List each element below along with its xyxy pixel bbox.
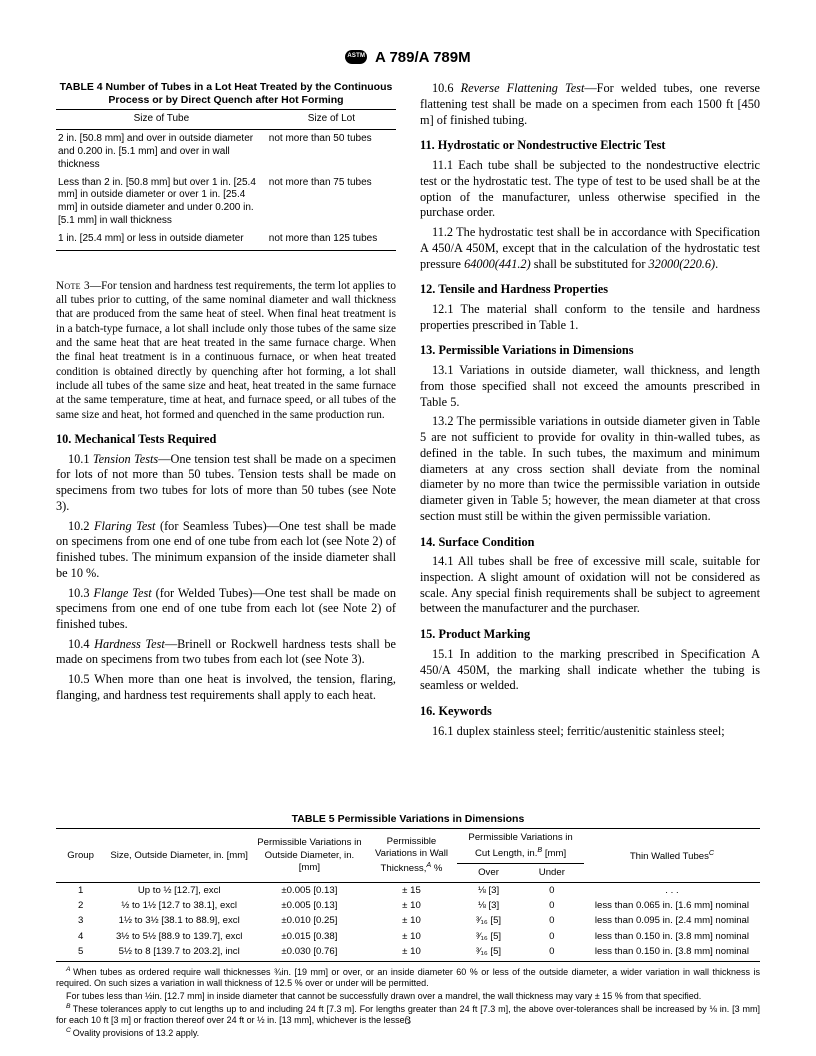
page-number: 3 xyxy=(0,1013,816,1028)
para-10-2: 10.2 Flaring Test (for Seamless Tubes)—O… xyxy=(56,519,396,582)
section-16-title: 16. Keywords xyxy=(420,704,760,720)
para-13-1: 13.1 Variations in outside diameter, wal… xyxy=(420,363,760,410)
footnote-A2: For tubes less than ½in. [12.7 mm] in in… xyxy=(56,991,760,1002)
table5-footnotes: A When tubes as ordered require wall thi… xyxy=(56,966,760,1040)
table5-title: TABLE 5 Permissible Variations in Dimens… xyxy=(56,813,760,826)
t5-head-thin: Thin Walled TubesC xyxy=(584,829,760,883)
para-10-5: 10.5 When more than one heat is involved… xyxy=(56,672,396,703)
section-10-title: 10. Mechanical Tests Required xyxy=(56,432,396,448)
t5-head-wall: Permissible Variations in Wall Thickness… xyxy=(366,829,458,883)
table-row: Less than 2 in. [50.8 mm] but over 1 in.… xyxy=(56,174,396,230)
table-row: 4 3½ to 5½ [88.9 to 139.7], excl ±0.015 … xyxy=(56,929,760,944)
t5-head-cut: Permissible Variations in Cut Length, in… xyxy=(457,829,584,864)
designation: A 789/A 789M xyxy=(375,49,471,66)
table4-head-lot: Size of Lot xyxy=(267,110,396,130)
section-12-title: 12. Tensile and Hardness Properties xyxy=(420,282,760,298)
para-14-1: 14.1 All tubes shall be free of excessiv… xyxy=(420,554,760,617)
para-10-6: 10.6 Reverse Flattening Test—For welded … xyxy=(420,81,760,128)
table5: Group Size, Outside Diameter, in. [mm] P… xyxy=(56,828,760,962)
para-15-1: 15.1 In addition to the marking prescrib… xyxy=(420,647,760,694)
para-12-1: 12.1 The material shall conform to the t… xyxy=(420,302,760,333)
t5-head-group: Group xyxy=(56,829,105,883)
t5-head-over: Over xyxy=(457,864,520,883)
para-13-2: 13.2 The permissible variations in outsi… xyxy=(420,414,760,524)
note3: Note 3—For tension and hardness test req… xyxy=(56,279,396,422)
astm-logo-icon xyxy=(345,50,367,64)
note3-text: —For tension and hardness test requireme… xyxy=(56,280,396,421)
footnote-C: C Ovality provisions of 13.2 apply. xyxy=(56,1027,760,1039)
para-11-1: 11.1 Each tube shall be subjected to the… xyxy=(420,158,760,221)
section-13-title: 13. Permissible Variations in Dimensions xyxy=(420,343,760,359)
table4: Size of Tube Size of Lot 2 in. [50.8 mm]… xyxy=(56,109,396,250)
table-row: 3 1½ to 3½ [38.1 to 88.9], excl ±0.010 [… xyxy=(56,914,760,929)
para-10-3: 10.3 Flange Test (for Welded Tubes)—One … xyxy=(56,586,396,633)
para-16-1: 16.1 duplex stainless steel; ferritic/au… xyxy=(420,724,760,740)
note3-label: Note 3 xyxy=(56,280,90,292)
t5-head-under: Under xyxy=(520,864,584,883)
para-10-1: 10.1 Tension Tests—One tension test shal… xyxy=(56,452,396,515)
table-row: 2 in. [50.8 mm] and over in outside diam… xyxy=(56,130,396,174)
two-column-body: TABLE 4 Number of Tubes in a Lot Heat Tr… xyxy=(56,81,760,801)
section-11-title: 11. Hydrostatic or Nondestructive Electr… xyxy=(420,138,760,154)
section-15-title: 15. Product Marking xyxy=(420,627,760,643)
table5-wrap: TABLE 5 Permissible Variations in Dimens… xyxy=(56,813,760,1039)
para-10-4: 10.4 Hardness Test—Brinell or Rockwell h… xyxy=(56,637,396,668)
footnote-A: A When tubes as ordered require wall thi… xyxy=(56,966,760,990)
table-row: 1 in. [25.4 mm] or less in outside diame… xyxy=(56,230,396,250)
table-row: 1 Up to ½ [12.7], excl ±0.005 [0.13] ± 1… xyxy=(56,883,760,899)
page-header: A 789/A 789M xyxy=(56,48,760,67)
table4-title: TABLE 4 Number of Tubes in a Lot Heat Tr… xyxy=(56,81,396,107)
para-11-2: 11.2 The hydrostatic test shall be in ac… xyxy=(420,225,760,272)
t5-head-size: Size, Outside Diameter, in. [mm] xyxy=(105,829,253,883)
table-row: 2 ½ to 1½ [12.7 to 38.1], excl ±0.005 [0… xyxy=(56,899,760,914)
table-row: 5 5½ to 8 [139.7 to 203.2], incl ±0.030 … xyxy=(56,944,760,961)
table4-head-size: Size of Tube xyxy=(56,110,267,130)
t5-head-od: Permissible Variations in Outside Diamet… xyxy=(253,829,366,883)
section-14-title: 14. Surface Condition xyxy=(420,535,760,551)
